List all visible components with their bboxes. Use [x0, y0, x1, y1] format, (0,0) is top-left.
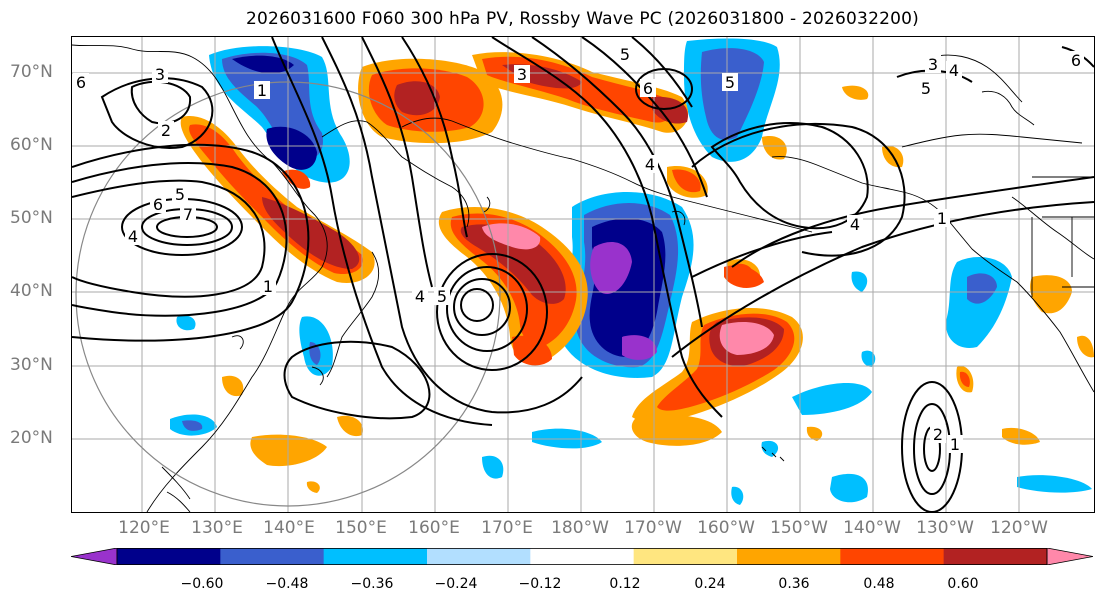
contour-label: 6 [76, 73, 86, 92]
range-circle [75, 81, 501, 507]
colorbar-tick: 0.60 [947, 576, 979, 592]
colorbar-tick: 0.36 [778, 576, 810, 592]
lon-label-140e: 140°E [263, 518, 315, 538]
rossby-wave-contours [72, 37, 1094, 512]
lon-label-170e: 170°E [481, 518, 533, 538]
contour-label: 5 [921, 79, 931, 98]
coastlines [72, 44, 1094, 512]
lat-label-30n: 30°N [10, 355, 53, 375]
contour-label: 1 [937, 209, 947, 228]
contour-label: 4 [415, 287, 425, 306]
colorbar-segment [633, 548, 738, 565]
contour-label: 3 [155, 65, 165, 84]
colorbar-tick: 0.12 [609, 576, 641, 592]
contour-label: 4 [645, 155, 655, 174]
contour-label: 1 [257, 81, 267, 100]
contour-label: 3 [517, 65, 527, 84]
contour-label-layer: 6 3 2 5 6 7 4 1 4 5 3 6 4 5 3 4 5 6 5 [73, 45, 1084, 454]
contour-label: 4 [850, 215, 860, 234]
lon-label-130e: 130°E [191, 518, 243, 538]
lon-label-120e: 120°E [118, 518, 170, 538]
lat-label-40n: 40°N [10, 281, 53, 301]
lat-label-50n: 50°N [10, 208, 53, 228]
lat-label-70n: 70°N [10, 62, 53, 82]
colorbar-segment [323, 548, 428, 565]
colorbar-segment [840, 548, 945, 565]
colorbar-segment [427, 548, 531, 565]
graticule [72, 37, 1094, 512]
contour-label: 1 [950, 435, 960, 454]
contour-label: 4 [949, 61, 959, 80]
colorbar [71, 548, 1093, 565]
map-panel: 6 3 2 5 6 7 4 1 4 5 3 6 4 5 3 4 5 6 5 [71, 36, 1095, 513]
lat-label-20n: 20°N [10, 428, 53, 448]
contour-label: 6 [1071, 51, 1081, 70]
contour-label: 5 [175, 185, 185, 204]
colorbar-segment [943, 548, 1048, 565]
colorbar-tick: −0.48 [265, 576, 309, 592]
contour-label: 7 [183, 205, 193, 224]
colorbar-tick: −0.12 [518, 576, 562, 592]
colorbar-tick: 0.24 [694, 576, 726, 592]
contour-label: 6 [153, 195, 163, 214]
lon-label-180w: 180°W [551, 518, 609, 538]
contour-label: 2 [161, 121, 171, 140]
colorbar-segment [117, 548, 221, 565]
map-title: 2026031600 F060 300 hPa PV, Rossby Wave … [246, 9, 919, 29]
colorbar-extend-high [1046, 548, 1093, 565]
colorbar-tick: 0.48 [863, 576, 895, 592]
lon-label-150w: 150°W [770, 518, 828, 538]
contour-label: 6 [643, 79, 653, 98]
lon-label-170w: 170°W [624, 518, 682, 538]
lon-label-150e: 150°E [335, 518, 387, 538]
colorbar-tick: −0.24 [434, 576, 478, 592]
colorbar-segment [737, 548, 841, 565]
lon-label-140w: 140°W [843, 518, 901, 538]
lon-label-160w: 160°W [697, 518, 755, 538]
colorbar-tick: −0.60 [180, 576, 224, 592]
colorbar-segment [530, 548, 635, 565]
contour-label: 5 [620, 45, 630, 64]
lon-label-130w: 130°W [916, 518, 974, 538]
colorbar-border [116, 548, 1048, 565]
pv-negative-anomalies [170, 38, 1092, 505]
contour-label: 3 [928, 55, 938, 74]
colorbar-segment [220, 548, 325, 565]
colorbar-tick: −0.36 [350, 576, 394, 592]
contour-label: 5 [725, 73, 735, 92]
contour-label: 1 [263, 277, 273, 296]
contour-label: 5 [437, 287, 447, 306]
lon-label-160e: 160°E [408, 518, 460, 538]
lon-label-120w: 120°W [990, 518, 1048, 538]
colorbar-extend-low [71, 548, 118, 565]
contour-label: 2 [933, 425, 943, 444]
lat-label-60n: 60°N [10, 135, 53, 155]
contour-label: 4 [128, 227, 138, 246]
